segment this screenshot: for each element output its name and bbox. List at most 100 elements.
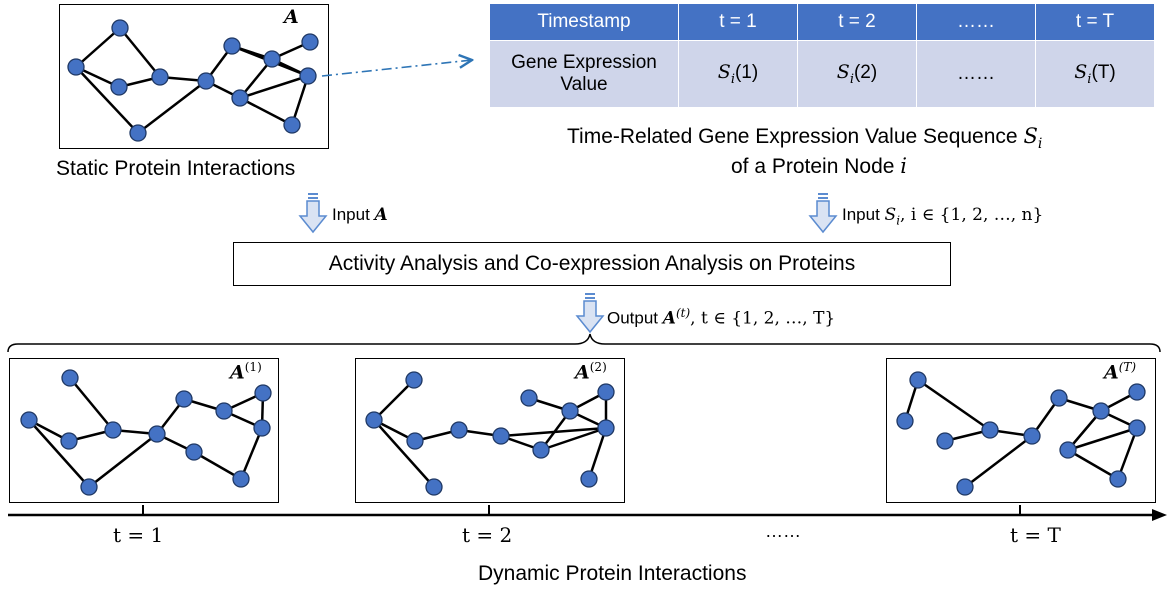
protein-node: [215, 402, 233, 420]
protein-node: [20, 411, 38, 429]
table-header-row: Timestamp t = 1 t = 2 …… t = T: [489, 3, 1155, 41]
static-graph-caption: Static Protein Interactions: [56, 157, 296, 180]
table-header-t1: t = 1: [678, 3, 798, 41]
input-right-arrow: [808, 193, 838, 234]
output-label: Output A(t), t ∈ {1, 2, …, T}: [607, 306, 836, 329]
protein-node: [129, 124, 147, 142]
protein-node: [231, 89, 249, 107]
table-header-tT: t = T: [1035, 3, 1155, 41]
protein-node: [104, 421, 122, 439]
interaction-edge: [69, 377, 114, 431]
protein-node: [110, 78, 128, 96]
protein-node: [532, 441, 550, 459]
protein-node: [254, 384, 272, 402]
table-cell-ellipsis: ……: [916, 40, 1036, 108]
protein-node: [956, 478, 974, 496]
table-cell-s1: Si(1): [678, 40, 798, 108]
protein-node: [253, 419, 271, 437]
dynamic-caption: Dynamic Protein Interactions: [478, 562, 747, 585]
sequence-caption-line1: Time-Related Gene Expression Value Seque…: [567, 124, 1043, 153]
dynamic-graph-label-1: A(1): [230, 360, 262, 384]
timeline-ellipsis: ……: [765, 521, 801, 541]
protein-node: [301, 33, 319, 51]
graph-static: [67, 19, 319, 142]
timeline-arrowhead: [1152, 509, 1167, 521]
graph-dynT: [896, 371, 1146, 496]
protein-node: [185, 443, 203, 461]
interaction-edge: [137, 80, 207, 134]
output-arrow: [575, 293, 605, 334]
protein-node: [1128, 419, 1146, 437]
input-left-arrow: [298, 193, 328, 234]
protein-node: [60, 432, 78, 450]
interaction-edge: [119, 27, 161, 78]
protein-node: [909, 371, 927, 389]
protein-node: [80, 478, 98, 496]
table-value-row: Gene Expression Value Si(1) Si(2) …… Si(…: [489, 40, 1155, 108]
protein-node: [492, 427, 510, 445]
protein-node: [520, 389, 538, 407]
protein-node: [597, 383, 615, 401]
protein-node: [597, 419, 615, 437]
interaction-edge: [500, 426, 607, 438]
interaction-edge: [917, 378, 991, 432]
protein-node: [283, 116, 301, 134]
input-right-label: Input Si, i ∈ {1, 2, …, n}: [842, 205, 1044, 228]
protein-node: [561, 402, 579, 420]
protein-node: [406, 432, 424, 450]
protein-node: [1128, 383, 1146, 401]
interaction-edge: [373, 419, 435, 488]
table-row-label: Gene Expression Value: [489, 40, 679, 108]
interaction-edge: [239, 427, 264, 480]
protein-node: [148, 425, 166, 443]
protein-node: [1092, 402, 1110, 420]
analysis-process-label: Activity Analysis and Co-expression Anal…: [328, 252, 856, 275]
analysis-process-box: Activity Analysis and Co-expression Anal…: [233, 242, 951, 286]
protein-node: [896, 412, 914, 430]
interaction-edge: [75, 66, 139, 134]
protein-node: [61, 369, 79, 387]
table-header-timestamp: Timestamp: [489, 3, 679, 41]
graph-dyn1: [20, 369, 272, 496]
protein-node: [365, 411, 383, 429]
interaction-edge: [1067, 448, 1119, 481]
graph-dyn2: [365, 371, 615, 496]
gene-expression-table: Timestamp t = 1 t = 2 …… t = T Gene Expr…: [489, 3, 1155, 108]
interaction-edge: [28, 419, 90, 488]
protein-node: [580, 470, 598, 488]
interaction-edge: [1067, 426, 1138, 452]
protein-node: [981, 421, 999, 439]
table-header-ellipsis: ……: [916, 3, 1036, 41]
interaction-edge: [1116, 427, 1139, 480]
sequence-caption-line2: of a Protein Node i: [731, 154, 907, 178]
protein-node: [111, 19, 129, 37]
dynamic-graph-label-2: A(2): [575, 360, 607, 384]
protein-node: [425, 478, 443, 496]
interaction-edge: [540, 426, 607, 452]
table-header-t2: t = 2: [797, 3, 917, 41]
interaction-edge: [964, 435, 1033, 488]
protein-node: [936, 432, 954, 450]
dynamic-graph-label-T: A(T): [1104, 360, 1137, 384]
timeline-tick-label-1: t = 1: [113, 523, 164, 547]
protein-node: [1023, 427, 1041, 445]
interaction-edge: [373, 379, 415, 421]
interaction-edge: [239, 74, 309, 100]
protein-node: [405, 371, 423, 389]
interaction-edge: [587, 427, 608, 480]
interaction-edge: [88, 433, 158, 488]
protein-node: [232, 470, 250, 488]
protein-node: [450, 421, 468, 439]
protein-node: [175, 390, 193, 408]
static-graph-label: A: [284, 6, 299, 28]
protein-node: [1059, 441, 1077, 459]
output-brace: [7, 333, 1161, 353]
timeline-tick-label-2: t = 2: [462, 523, 513, 547]
protein-node: [67, 58, 85, 76]
protein-node: [151, 68, 169, 86]
interaction-edge: [75, 27, 121, 68]
table-cell-s2: Si(2): [797, 40, 917, 108]
interaction-edge: [239, 96, 293, 127]
protein-node: [263, 50, 281, 68]
